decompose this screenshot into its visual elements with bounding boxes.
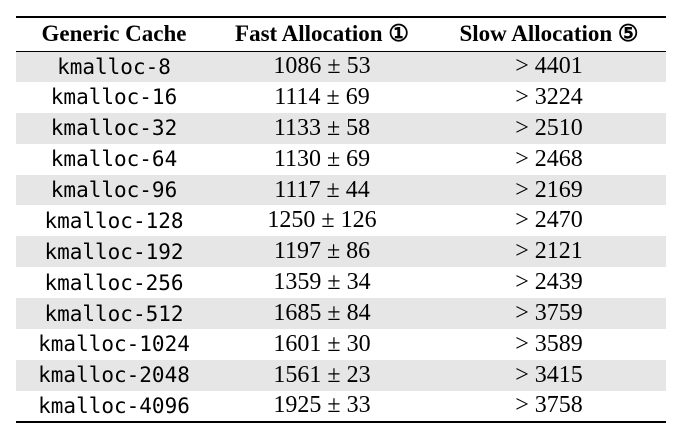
cell-cache-name: kmalloc-64	[50, 147, 178, 172]
cell-fast-allocation: 1117 ± 44	[274, 176, 370, 203]
cell-fast-allocation: 1359 ± 34	[273, 269, 371, 296]
header-row: Generic Cache Fast Allocation ① Slow All…	[16, 16, 666, 52]
cell-fast-allocation: 1685 ± 84	[273, 300, 371, 327]
cell-fast-allocation: 1250 ± 126	[267, 207, 377, 234]
table-row: kmalloc-8 1086 ± 53 > 4401	[16, 51, 666, 82]
cell-fast-allocation: 1601 ± 30	[273, 330, 371, 357]
cell-cache-name: kmalloc-4096	[16, 390, 212, 423]
table-header: Generic Cache Fast Allocation ① Slow All…	[16, 16, 666, 52]
table-row: kmalloc-256 1359 ± 34 > 2439	[16, 267, 666, 299]
header-fast-allocation: Fast Allocation ①	[212, 16, 432, 52]
table-row: kmalloc-32 1133 ± 58 > 2510	[16, 112, 666, 144]
table-row: kmalloc-64 1130 ± 69 > 2468	[16, 143, 666, 175]
cell-fast-allocation: 1561 ± 23	[273, 361, 371, 388]
cell-cache-name: kmalloc-16	[50, 85, 178, 110]
cell-fast-allocation: 1197 ± 86	[273, 238, 371, 265]
table-row: kmalloc-128 1250 ± 126 > 2470	[16, 205, 666, 237]
cell-cache-name: kmalloc-8	[57, 54, 171, 79]
cell-fast-allocation: 1925 ± 33	[212, 390, 432, 423]
cell-cache-name: kmalloc-96	[50, 178, 178, 202]
table-row: kmalloc-16 1114 ± 69 > 3224	[16, 81, 666, 113]
cell-cache-name: kmalloc-256	[44, 270, 184, 295]
cell-slow-allocation: > 2510	[515, 114, 583, 141]
table-row: kmalloc-2048 1561 ± 23 > 3415	[16, 359, 666, 391]
cell-slow-allocation: > 2468	[515, 145, 583, 172]
cell-fast-allocation: 1133 ± 58	[273, 114, 371, 141]
cell-slow-allocation: > 2169	[515, 176, 583, 203]
cell-slow-allocation: > 3759	[515, 300, 583, 327]
cell-slow-allocation: > 3758	[432, 390, 666, 423]
cell-slow-allocation: > 3415	[515, 361, 583, 388]
table-row: kmalloc-512 1685 ± 84 > 3759	[16, 298, 666, 330]
table-row: kmalloc-96 1117 ± 44 > 2169	[16, 174, 666, 206]
cell-slow-allocation: > 4401	[515, 53, 583, 80]
header-slow-allocation: Slow Allocation ⑤	[432, 16, 666, 52]
allocation-timing-table: Generic Cache Fast Allocation ① Slow All…	[16, 16, 666, 423]
table-body: kmalloc-8 1086 ± 53 > 4401 kmalloc-16 1114 ±…	[16, 51, 666, 423]
cell-slow-allocation: > 3589	[515, 330, 583, 357]
cell-cache-name: kmalloc-1024	[38, 332, 190, 357]
results-table-container: Generic Cache Fast Allocation ① Slow All…	[16, 16, 666, 423]
cell-cache-name: kmalloc-192	[44, 239, 184, 264]
table-row: kmalloc-1024 1601 ± 30 > 3589	[16, 329, 666, 360]
cell-cache-name: kmalloc-2048	[38, 363, 190, 388]
cell-cache-name: kmalloc-512	[44, 301, 184, 326]
cell-slow-allocation: > 2470	[515, 207, 583, 234]
cell-fast-allocation: 1086 ± 53	[273, 53, 371, 80]
cell-fast-allocation: 1130 ± 69	[273, 145, 371, 172]
cell-cache-name: kmalloc-128	[44, 208, 184, 233]
header-generic-cache: Generic Cache	[16, 16, 212, 52]
table-row: kmalloc-192 1197 ± 86 > 2121	[16, 236, 666, 268]
cell-slow-allocation: > 3224	[515, 83, 583, 110]
cell-slow-allocation: > 2121	[515, 238, 583, 265]
cell-fast-allocation: 1114 ± 69	[274, 83, 370, 110]
cell-cache-name: kmalloc-32	[50, 116, 178, 141]
table-row: kmalloc-4096 1925 ± 33 > 3758	[16, 390, 666, 423]
cell-slow-allocation: > 2439	[515, 269, 583, 296]
